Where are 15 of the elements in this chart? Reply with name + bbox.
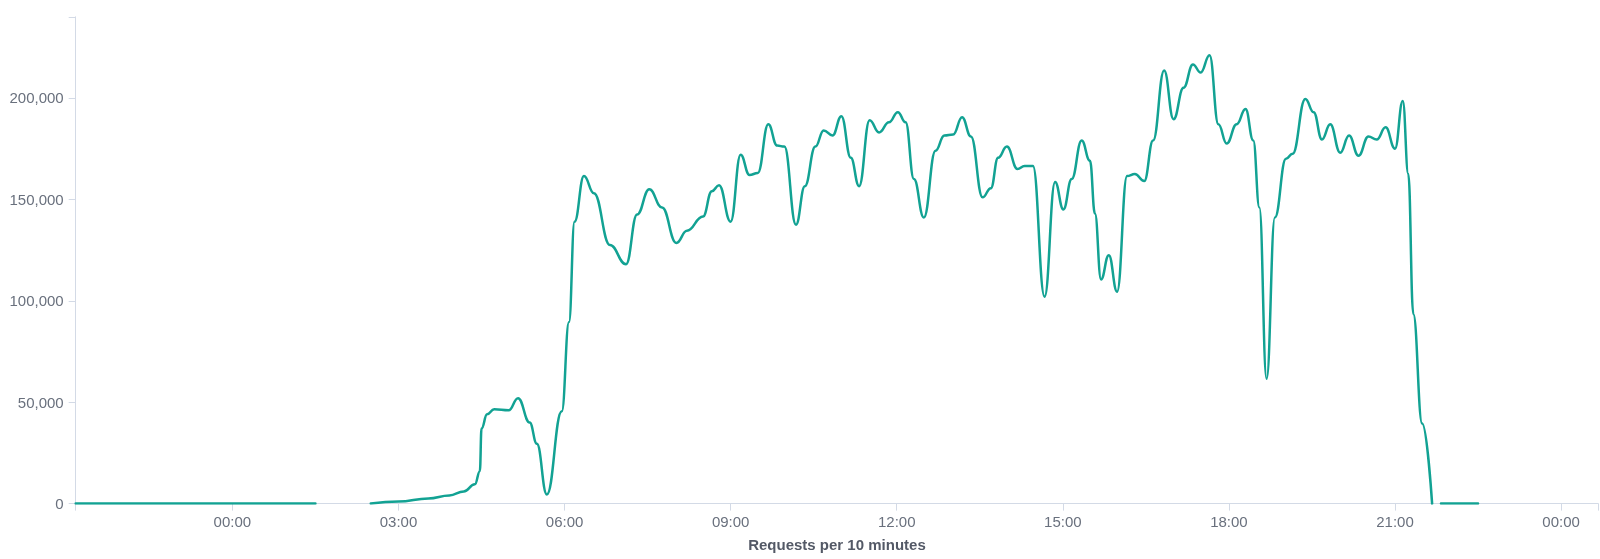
y-tick-label: 50,000: [17, 393, 64, 411]
x-axis-title: Requests per 10 minutes: [748, 535, 926, 553]
y-tick-label: 150,000: [9, 190, 64, 208]
x-tick-label: 09:00: [711, 512, 750, 530]
x-tick-label: 03:00: [379, 512, 418, 530]
y-tick-label: 0: [55, 495, 64, 513]
x-tick-label: 12:00: [877, 512, 916, 530]
x-tick-label: 15:00: [1044, 512, 1082, 530]
y-tick-label: 200,000: [9, 89, 64, 107]
x-tick-label: 00:00: [1542, 512, 1580, 530]
y-tick-label: 100,000: [9, 292, 64, 310]
x-tick-label: 18:00: [1210, 512, 1248, 530]
x-tick-label: 06:00: [545, 512, 584, 530]
x-tick-label: 00:00: [213, 512, 252, 530]
x-tick-label: 21:00: [1376, 512, 1414, 530]
